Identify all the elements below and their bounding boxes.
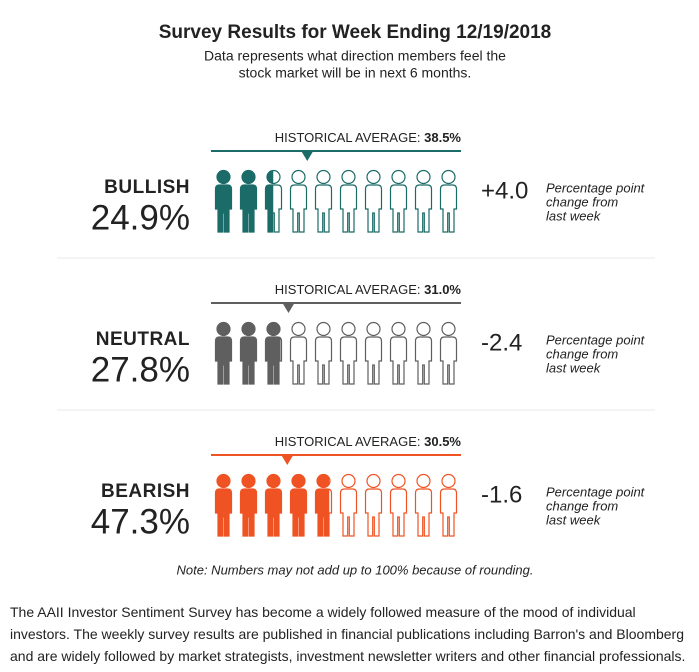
change-note: Percentage point <box>546 332 646 347</box>
change-note: change from <box>546 194 618 209</box>
average-caption-text: HISTORICAL AVERAGE: <box>275 434 421 449</box>
sentiment-percent: 27.8% <box>91 350 190 389</box>
person-outline <box>364 336 383 385</box>
person-fill <box>240 170 257 232</box>
note: Note: Numbers may not add up to 100% bec… <box>177 562 534 577</box>
person-outline <box>314 184 333 233</box>
infographic: Survey Results for Week Ending 12/19/201… <box>57 22 655 577</box>
person-outline <box>439 488 458 537</box>
person-head <box>341 473 356 489</box>
change-value: -2.4 <box>481 329 522 356</box>
person-head <box>391 473 406 489</box>
person-head <box>366 321 381 337</box>
person-fill <box>240 474 257 536</box>
person-outline <box>289 336 308 385</box>
person-head <box>316 321 331 337</box>
change-value: -1.6 <box>481 481 522 508</box>
sentiment-percent: 47.3% <box>91 502 190 541</box>
person-fill <box>265 474 282 536</box>
person-fill <box>215 322 232 384</box>
person-head <box>391 169 406 185</box>
person-outline <box>389 184 408 233</box>
person-outline <box>439 336 458 385</box>
person-head <box>341 169 356 185</box>
person-outline <box>289 184 308 233</box>
person-head <box>441 473 456 489</box>
sentiment-percent: 24.9% <box>91 198 190 237</box>
change-note: change from <box>546 498 618 513</box>
subtitle: Data represents what direction members f… <box>204 48 506 64</box>
person-outline <box>314 336 333 385</box>
average-caption: HISTORICAL AVERAGE: 30.5% <box>275 434 462 449</box>
person-fill <box>215 474 232 536</box>
average-caption-text: HISTORICAL AVERAGE: <box>275 130 421 145</box>
sentiment-name: BULLISH <box>104 177 190 198</box>
average-value: 38.5% <box>424 130 461 145</box>
average-value: 31.0% <box>424 282 461 297</box>
average-value: 30.5% <box>424 434 461 449</box>
person-fill <box>290 474 307 536</box>
person-outline <box>364 488 383 537</box>
person-fill <box>240 322 257 384</box>
person-head <box>416 321 431 337</box>
person-outline <box>339 336 358 385</box>
sentiment-name: NEUTRAL <box>96 329 190 350</box>
average-marker <box>282 303 295 313</box>
person-outline <box>439 184 458 233</box>
person-head <box>316 169 331 185</box>
change-note: Percentage point <box>546 484 646 499</box>
average-marker <box>301 151 314 161</box>
person-head <box>341 321 356 337</box>
person-head <box>391 321 406 337</box>
person-fill <box>265 322 281 384</box>
change-value: +4.0 <box>481 177 528 204</box>
person-head <box>416 473 431 489</box>
person-head <box>366 473 381 489</box>
person-head <box>416 169 431 185</box>
person-head <box>441 169 456 185</box>
person-head <box>441 321 456 337</box>
footer: The AAII Investor Sentiment Survey has b… <box>10 604 686 664</box>
person-outline <box>389 488 408 537</box>
person-outline <box>414 184 433 233</box>
person-outline <box>364 184 383 233</box>
person-outline <box>339 184 358 233</box>
person-head <box>291 321 306 337</box>
sentiment-name: BEARISH <box>101 481 190 502</box>
person-fill <box>215 170 232 232</box>
change-note: last week <box>546 360 602 375</box>
person-fill <box>265 170 274 232</box>
average-marker <box>281 455 294 465</box>
person-outline <box>414 336 433 385</box>
person-outline <box>414 488 433 537</box>
change-note: change from <box>546 346 618 361</box>
person-outline <box>389 336 408 385</box>
person-outline <box>339 488 358 537</box>
person-head <box>291 169 306 185</box>
person-fill <box>315 474 330 536</box>
average-caption-text: HISTORICAL AVERAGE: <box>275 282 421 297</box>
subtitle: stock market will be in next 6 months. <box>239 65 472 81</box>
average-caption: HISTORICAL AVERAGE: 31.0% <box>275 282 462 297</box>
change-note: last week <box>546 208 602 223</box>
change-note: last week <box>546 512 602 527</box>
person-head <box>366 169 381 185</box>
title: Survey Results for Week Ending 12/19/201… <box>159 22 552 43</box>
change-note: Percentage point <box>546 180 646 195</box>
average-caption: HISTORICAL AVERAGE: 38.5% <box>275 130 462 145</box>
